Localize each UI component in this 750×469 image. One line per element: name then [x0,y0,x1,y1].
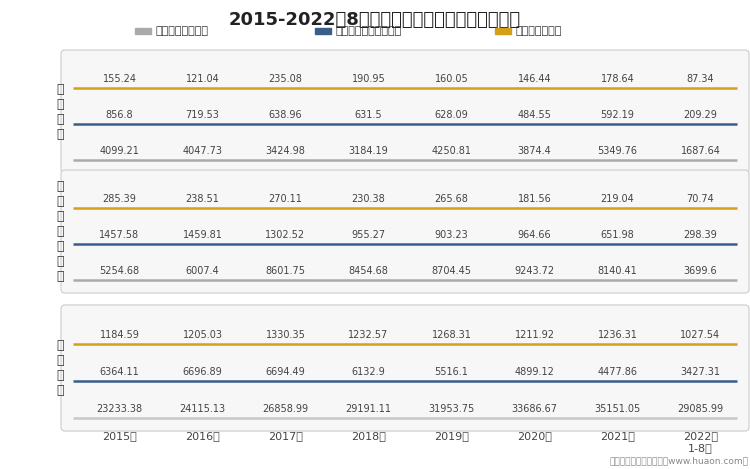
Text: 5516.1: 5516.1 [434,367,469,377]
Text: 8601.75: 8601.75 [266,266,305,276]
Text: 265.68: 265.68 [434,194,469,204]
Text: 2020年: 2020年 [517,431,552,441]
Text: 8704.45: 8704.45 [431,266,472,276]
Text: 631.5: 631.5 [355,110,382,120]
Text: 4047.73: 4047.73 [182,146,223,156]
Text: 190.95: 190.95 [352,74,386,84]
Text: 29191.11: 29191.11 [346,403,392,414]
Text: 146.44: 146.44 [518,74,551,84]
Text: 651.98: 651.98 [601,230,634,240]
Text: 2021年: 2021年 [600,431,635,441]
Text: 903.23: 903.23 [435,230,468,240]
Text: 商品住宅（万㎡）: 商品住宅（万㎡） [155,26,208,36]
Text: 6694.49: 6694.49 [266,367,305,377]
Bar [315,28,331,34]
Text: 235.08: 235.08 [268,74,302,84]
Bar [495,28,511,34]
Text: 238.51: 238.51 [185,194,220,204]
Text: 9243.72: 9243.72 [514,266,554,276]
Text: 1205.03: 1205.03 [182,330,223,340]
Text: 1184.59: 1184.59 [100,330,140,340]
Text: 8454.68: 8454.68 [349,266,388,276]
Text: 3424.98: 3424.98 [266,146,305,156]
Text: 638.96: 638.96 [268,110,302,120]
Text: 155.24: 155.24 [103,74,136,84]
Text: 商业营业用房（万㎡）: 商业营业用房（万㎡） [335,26,401,36]
Text: 592.19: 592.19 [601,110,634,120]
Text: 26858.99: 26858.99 [262,403,308,414]
Text: 3184.19: 3184.19 [349,146,388,156]
Text: 181.56: 181.56 [518,194,551,204]
Text: 29085.99: 29085.99 [677,403,724,414]
Text: 1211.92: 1211.92 [514,330,554,340]
Text: 5254.68: 5254.68 [100,266,140,276]
Text: 1687.64: 1687.64 [680,146,721,156]
Text: 484.55: 484.55 [518,110,551,120]
Text: 2017年: 2017年 [268,431,303,441]
Text: 1302.52: 1302.52 [266,230,305,240]
Text: 6364.11: 6364.11 [100,367,140,377]
Text: 4250.81: 4250.81 [431,146,472,156]
Text: 628.09: 628.09 [435,110,468,120]
Bar [135,28,151,34]
Text: 719.53: 719.53 [185,110,220,120]
Text: 制图：华经产业研究院（www.huaon.com）: 制图：华经产业研究院（www.huaon.com） [609,456,748,465]
Text: 121.04: 121.04 [186,74,219,84]
Text: 5349.76: 5349.76 [598,146,638,156]
Text: 2019年: 2019年 [434,431,469,441]
Text: 6132.9: 6132.9 [352,367,386,377]
Text: 964.66: 964.66 [518,230,551,240]
Text: 4477.86: 4477.86 [598,367,638,377]
Text: 4899.12: 4899.12 [514,367,554,377]
Text: 2018年: 2018年 [351,431,386,441]
Text: 219.04: 219.04 [601,194,634,204]
Text: 6696.89: 6696.89 [183,367,222,377]
Text: 955.27: 955.27 [352,230,386,240]
Text: 230.38: 230.38 [352,194,386,204]
Text: 新
开
工
施
工
面
积: 新 开 工 施 工 面 积 [56,180,64,283]
Text: 2016年: 2016年 [185,431,220,441]
Text: 2022年
1-8月: 2022年 1-8月 [683,431,718,453]
Text: 31953.75: 31953.75 [428,403,475,414]
Text: 33686.67: 33686.67 [512,403,557,414]
Text: 160.05: 160.05 [435,74,468,84]
Text: 298.39: 298.39 [684,230,717,240]
Text: 3427.31: 3427.31 [680,367,721,377]
Text: 1236.31: 1236.31 [598,330,638,340]
Text: 70.74: 70.74 [687,194,714,204]
Text: 209.29: 209.29 [683,110,718,120]
Text: 1459.81: 1459.81 [182,230,223,240]
Text: 8140.41: 8140.41 [598,266,638,276]
Text: 87.34: 87.34 [687,74,714,84]
Text: 4099.21: 4099.21 [100,146,140,156]
Text: 1232.57: 1232.57 [348,330,388,340]
Text: 270.11: 270.11 [268,194,302,204]
Text: 178.64: 178.64 [601,74,634,84]
FancyBboxPatch shape [61,50,749,173]
Text: 285.39: 285.39 [103,194,136,204]
Text: 3874.4: 3874.4 [518,146,551,156]
Text: 2015-2022年8月安徽房地产各类型房屋施工情况: 2015-2022年8月安徽房地产各类型房屋施工情况 [229,11,521,29]
Text: 竣
工
面
积: 竣 工 面 积 [56,83,64,141]
Text: 1457.58: 1457.58 [100,230,140,240]
Text: 1330.35: 1330.35 [266,330,305,340]
Text: 办公楼（万㎡）: 办公楼（万㎡） [515,26,561,36]
Text: 35151.05: 35151.05 [594,403,640,414]
Text: 23233.38: 23233.38 [97,403,142,414]
Text: 24115.13: 24115.13 [179,403,226,414]
Text: 1027.54: 1027.54 [680,330,721,340]
Text: 2015年: 2015年 [102,431,136,441]
Text: 6007.4: 6007.4 [186,266,219,276]
Text: 1268.31: 1268.31 [431,330,472,340]
Text: 3699.6: 3699.6 [684,266,717,276]
FancyBboxPatch shape [61,170,749,293]
Text: 施
工
面
积: 施 工 面 积 [56,339,64,397]
FancyBboxPatch shape [61,305,749,431]
Text: 856.8: 856.8 [106,110,134,120]
